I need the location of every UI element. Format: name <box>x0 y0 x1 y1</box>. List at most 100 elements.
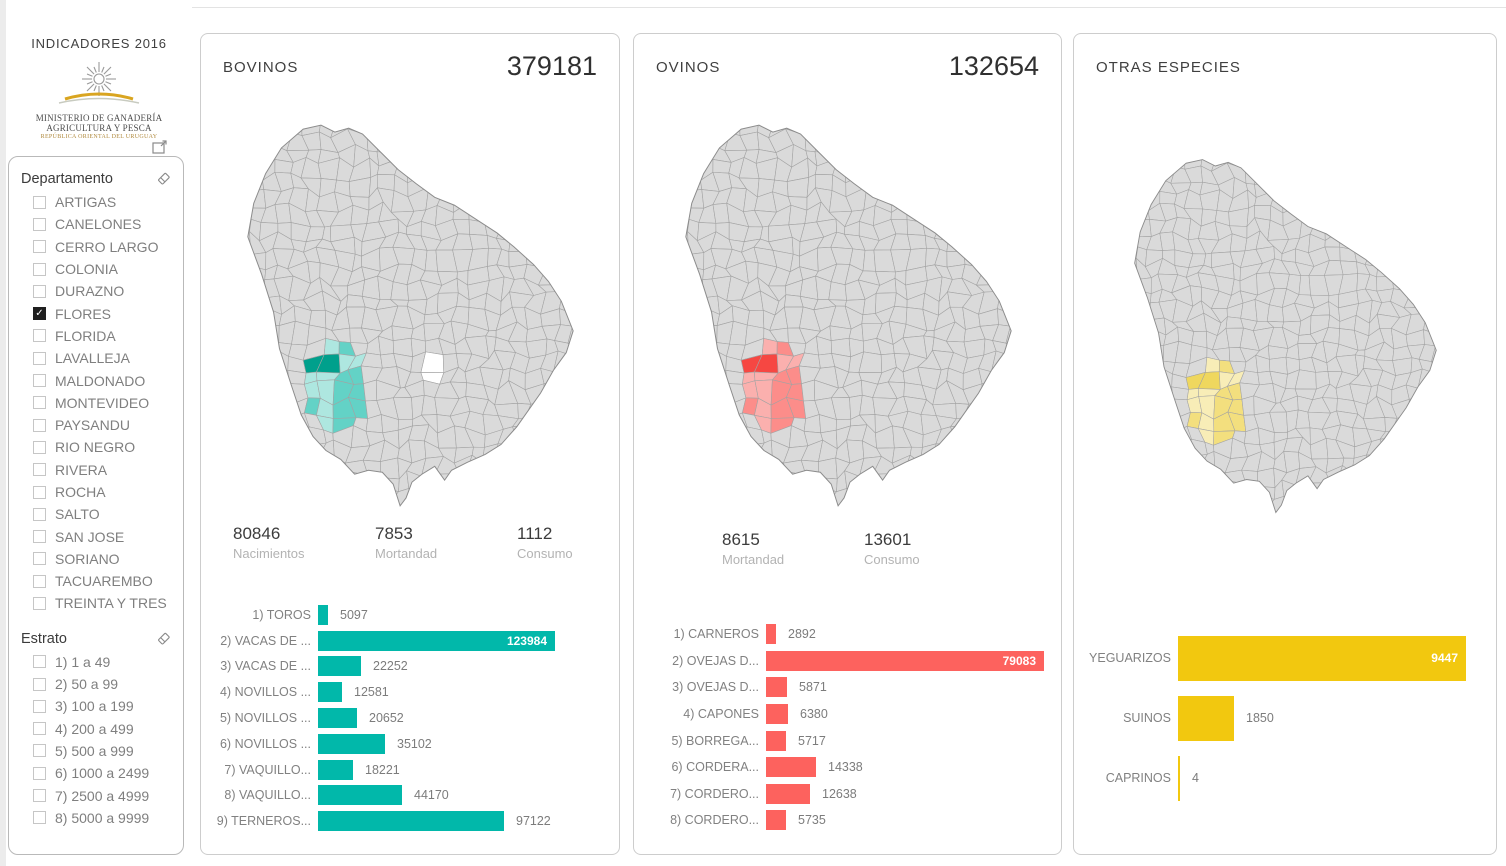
bar-chart-bovinos: 1) TOROS 5097 2) VACAS DE ... 123984 3) VACA… <box>203 602 555 834</box>
slicer-item-8-5000-a-9999[interactable]: 8) 5000 a 9999 <box>17 807 177 829</box>
checkbox[interactable] <box>33 744 46 758</box>
card-otras-especies: OTRAS ESPECIES YEGUARIZOS 9447 SUINOS 1850 CA… <box>1073 33 1497 855</box>
slicer-item-soriano[interactable]: SORIANO <box>17 548 177 570</box>
bar[interactable] <box>318 656 361 677</box>
bar-category-label: 4) CAPONES <box>683 707 759 722</box>
checkbox[interactable] <box>33 530 46 544</box>
slicer-item-5-500-a-999[interactable]: 5) 500 a 999 <box>17 740 177 762</box>
slicer-item-treinta-y-tres[interactable]: TREINTA Y TRES <box>17 592 177 614</box>
map-regions[interactable] <box>1120 153 1450 520</box>
uruguay-choropleth-map[interactable] <box>1120 153 1450 520</box>
bar[interactable] <box>318 785 402 806</box>
stat-label: Consumo <box>864 552 920 567</box>
slicer-item-lavalleja[interactable]: LAVALLEJA <box>17 347 177 369</box>
checkbox[interactable] <box>33 374 46 388</box>
bar-track: 5097 <box>318 604 555 625</box>
bar-category-label: 3) VACAS DE ... <box>220 659 311 674</box>
slicer-item-6-1000-a-2499[interactable]: 6) 1000 a 2499 <box>17 762 177 784</box>
slicer-item-2-50-a-99[interactable]: 2) 50 a 99 <box>17 673 177 695</box>
canvas-left-edge <box>0 0 6 866</box>
bar[interactable] <box>318 759 353 780</box>
slicer-item-1-1-a-49[interactable]: 1) 1 a 49 <box>17 651 177 673</box>
checkbox[interactable] <box>33 351 46 365</box>
checkbox[interactable] <box>33 596 46 610</box>
checkbox[interactable] <box>33 396 46 410</box>
slicer-item-label: 7) 2500 a 4999 <box>55 787 150 804</box>
checkbox[interactable] <box>33 677 46 691</box>
bar[interactable] <box>318 630 555 651</box>
eraser-icon[interactable] <box>156 172 171 186</box>
map-regions[interactable] <box>232 118 588 514</box>
checkbox[interactable] <box>33 655 46 669</box>
eraser-icon[interactable] <box>156 632 171 646</box>
slicer-item-florida[interactable]: FLORIDA <box>17 325 177 347</box>
stat-label: Consumo <box>517 546 573 561</box>
bar[interactable] <box>766 624 776 645</box>
bar[interactable] <box>766 810 786 831</box>
bar[interactable] <box>318 682 342 703</box>
bar[interactable] <box>1178 695 1234 741</box>
checkbox[interactable] <box>33 789 46 803</box>
popout-icon[interactable] <box>152 140 168 154</box>
slicer-item-label: PAYSANDU <box>55 417 130 434</box>
bar[interactable] <box>766 783 810 804</box>
checkbox[interactable] <box>33 284 46 298</box>
bar[interactable] <box>766 650 1044 671</box>
checkbox[interactable] <box>33 240 46 254</box>
slicer-item-montevideo[interactable]: MONTEVIDEO <box>17 392 177 414</box>
slicer-item-cerro-largo[interactable]: CERRO LARGO <box>17 236 177 258</box>
checkbox-checked[interactable]: ✓ <box>33 307 46 321</box>
checkbox[interactable] <box>33 418 46 432</box>
checkbox[interactable] <box>33 699 46 713</box>
bar[interactable] <box>318 811 504 832</box>
checkbox[interactable] <box>33 217 46 231</box>
slicer-item-tacuarembo[interactable]: TACUAREMBO <box>17 570 177 592</box>
ministry-logo: MINISTERIO DE GANADERÍA AGRICULTURA Y PE… <box>6 58 192 140</box>
checkbox[interactable] <box>33 262 46 276</box>
slicer-item-colonia[interactable]: COLONIA <box>17 258 177 280</box>
bar[interactable] <box>318 604 328 625</box>
checkbox[interactable] <box>33 507 46 521</box>
slicer-item-flores[interactable]: ✓ FLORES <box>17 302 177 324</box>
bar-row-6-cordera: 6) CORDERA... 14338 <box>636 754 1044 781</box>
checkbox[interactable] <box>33 463 46 477</box>
slicer-item-4-200-a-499[interactable]: 4) 200 a 499 <box>17 718 177 740</box>
slicer-item-maldonado[interactable]: MALDONADO <box>17 369 177 391</box>
checkbox[interactable] <box>33 722 46 736</box>
checkbox[interactable] <box>33 329 46 343</box>
slicer-item-7-2500-a-4999[interactable]: 7) 2500 a 4999 <box>17 784 177 806</box>
checkbox[interactable] <box>33 485 46 499</box>
stat-label: Mortandad <box>375 546 438 561</box>
bar[interactable] <box>766 704 788 725</box>
uruguay-choropleth-map[interactable] <box>232 118 588 514</box>
bar-value-label: 4 <box>1192 771 1199 785</box>
slicer-item-salto[interactable]: SALTO <box>17 503 177 525</box>
slicer-item-canelones[interactable]: CANELONES <box>17 213 177 235</box>
slicer-item-rivera[interactable]: RIVERA <box>17 459 177 481</box>
slicer-item-rocha[interactable]: ROCHA <box>17 481 177 503</box>
bar[interactable] <box>1178 755 1180 801</box>
bar[interactable] <box>1178 635 1466 681</box>
checkbox[interactable] <box>33 440 46 454</box>
slicer-item-3-100-a-199[interactable]: 3) 100 a 199 <box>17 695 177 717</box>
bar[interactable] <box>318 708 357 729</box>
slicer-item-durazno[interactable]: DURAZNO <box>17 280 177 302</box>
slicer-item-rio-negro[interactable]: RIO NEGRO <box>17 436 177 458</box>
slicer-item-san-jose[interactable]: SAN JOSE <box>17 525 177 547</box>
map-regions[interactable] <box>670 118 1026 514</box>
checkbox[interactable] <box>33 195 46 209</box>
checkbox[interactable] <box>33 766 46 780</box>
checkbox[interactable] <box>33 811 46 825</box>
card-ovinos: OVINOS 132654 8615 Mortandad 13601 Consumo 1) … <box>633 33 1062 855</box>
uruguay-choropleth-map[interactable] <box>670 118 1026 514</box>
checkbox[interactable] <box>33 552 46 566</box>
slicer-item-paysandu[interactable]: PAYSANDU <box>17 414 177 436</box>
bar[interactable] <box>318 733 385 754</box>
bar[interactable] <box>766 757 816 778</box>
checkbox[interactable] <box>33 574 46 588</box>
bar[interactable] <box>766 730 786 751</box>
slicer-item-artigas[interactable]: ARTIGAS <box>17 191 177 213</box>
bar[interactable] <box>766 677 787 698</box>
bar-row-7-vaquillo: 7) VAQUILLO... 18221 <box>203 757 555 783</box>
slicer-item-label: 4) 200 a 499 <box>55 720 134 737</box>
